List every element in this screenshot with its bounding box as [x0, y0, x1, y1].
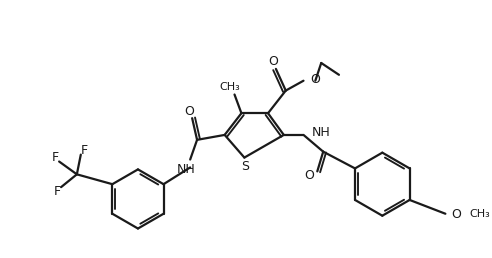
Text: O: O [451, 208, 461, 221]
Text: O: O [184, 105, 194, 118]
Text: F: F [54, 184, 61, 198]
Text: CH₃: CH₃ [219, 82, 240, 92]
Text: S: S [242, 160, 249, 173]
Text: NH: NH [311, 126, 330, 139]
Text: CH₃: CH₃ [469, 209, 490, 219]
Text: O: O [305, 169, 314, 182]
Text: O: O [268, 55, 278, 68]
Text: NH: NH [177, 163, 196, 176]
Text: O: O [310, 73, 320, 86]
Text: F: F [52, 151, 59, 164]
Text: F: F [81, 144, 88, 157]
